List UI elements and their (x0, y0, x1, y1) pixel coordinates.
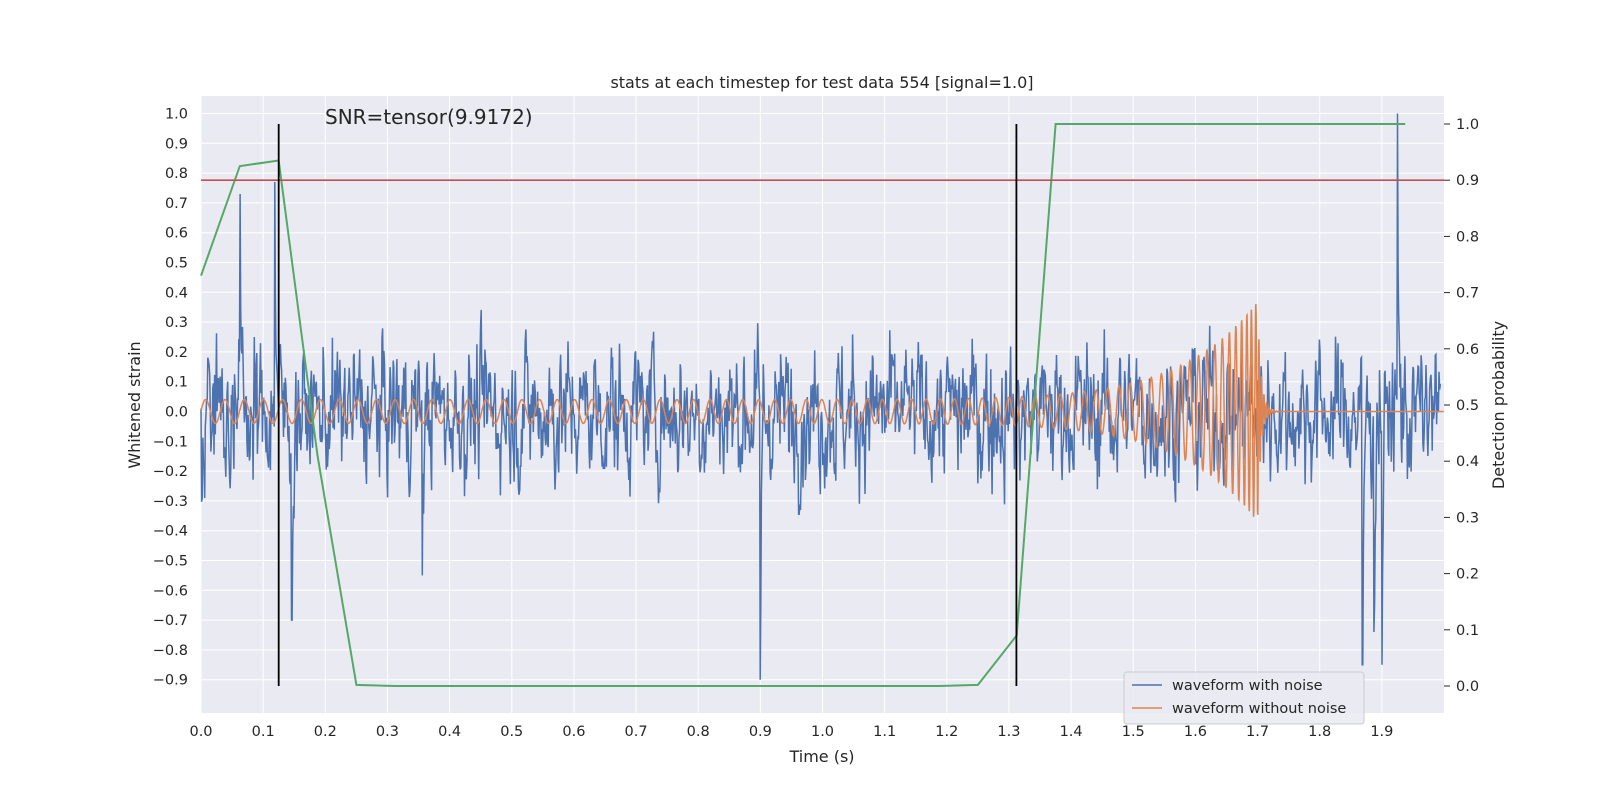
y-tick-label: −0.4 (153, 524, 188, 540)
x-tick-label: 1.4 (1060, 724, 1083, 740)
y-right-tick-label: 0.1 (1456, 623, 1479, 639)
x-tick-label: 0.7 (625, 724, 648, 740)
clean-series (200, 303, 1444, 517)
y-tick-label: −0.1 (153, 434, 188, 450)
y-tick-label: −0.8 (153, 643, 188, 659)
y-axis-label: Whitened strain (125, 341, 144, 468)
y-tick-label: 0.3 (165, 315, 188, 331)
x-tick-label: 0.6 (562, 724, 585, 740)
x-tick-label: 1.8 (1308, 724, 1331, 740)
x-tick-label: 0.9 (749, 724, 772, 740)
x-tick-label: 1.6 (1184, 724, 1207, 740)
snr-annotation: SNR=tensor(9.9172) (325, 105, 533, 129)
y-tick-label: 0.6 (165, 226, 188, 242)
waveform-without-noise-line (200, 303, 1444, 517)
y-tick-label: 0.4 (165, 285, 188, 301)
detection-probability-line (200, 123, 1406, 687)
y-axis-right-label: Detection probability (1489, 321, 1508, 489)
y-axis-left-ticks: 1.0 0.9 0.8 0.7 0.6 0.5 0.4 0.3 0.2 0.1 0.0 −0.1 −0.… (153, 107, 188, 689)
y-tick-label: 0.0 (165, 405, 188, 421)
x-tick-label: 1.7 (1246, 724, 1269, 740)
legend-label-clean: waveform without noise (1172, 701, 1346, 717)
x-tick-label: 1.3 (997, 724, 1020, 740)
x-tick-label: 0.3 (376, 724, 399, 740)
y-right-tick-label: 1.0 (1456, 117, 1479, 133)
y-right-tick-label: 0.2 (1456, 567, 1479, 583)
y-right-tick-label: 0.0 (1456, 679, 1479, 695)
x-tick-label: 0.1 (252, 724, 275, 740)
x-tick-label: 0.5 (500, 724, 523, 740)
probability-series (200, 123, 1406, 687)
y-right-tick-label: 0.3 (1456, 510, 1479, 526)
y-right-tick-label: 0.8 (1456, 229, 1479, 245)
x-tick-label: 1.2 (935, 724, 958, 740)
overlays (201, 124, 1444, 686)
x-tick-label: 1.0 (811, 724, 834, 740)
y-tick-label: 0.1 (165, 375, 188, 391)
legend-label-noise: waveform with noise (1172, 678, 1323, 694)
y-tick-label: 0.9 (165, 136, 188, 152)
y-tick-label: −0.5 (153, 554, 188, 570)
y-axis-right-ticks: 1.0 0.9 0.8 0.7 0.6 0.5 0.4 0.3 0.2 0.1 0.0 (1444, 117, 1479, 695)
y-right-tick-label: 0.4 (1456, 454, 1479, 470)
legend: waveform with noise waveform without noi… (1123, 671, 1365, 725)
y-right-tick-label: 0.9 (1456, 173, 1479, 189)
y-tick-label: −0.7 (153, 613, 188, 629)
x-axis-ticks: 0.0 0.1 0.2 0.3 0.4 0.5 0.6 0.7 0.8 0.9 1.0 1.1 1.2 1… (189, 724, 1393, 740)
x-tick-label: 0.0 (189, 724, 212, 740)
y-tick-label: −0.6 (153, 583, 188, 599)
x-tick-label: 1.5 (1122, 724, 1145, 740)
y-tick-label: −0.9 (153, 673, 188, 689)
y-tick-label: 1.0 (165, 107, 188, 123)
y-tick-label: −0.2 (153, 464, 188, 480)
y-right-tick-label: 0.5 (1456, 398, 1479, 414)
x-axis-label: Time (s) (788, 747, 854, 766)
y-right-tick-label: 0.7 (1456, 286, 1479, 302)
y-tick-label: 0.7 (165, 196, 188, 212)
x-tick-label: 1.1 (873, 724, 896, 740)
y-tick-label: −0.3 (153, 494, 188, 510)
chart-title: stats at each timestep for test data 554… (610, 73, 1033, 92)
x-tick-label: 0.4 (438, 724, 461, 740)
y-right-tick-label: 0.6 (1456, 342, 1479, 358)
x-tick-label: 0.8 (687, 724, 710, 740)
x-tick-label: 0.2 (314, 724, 337, 740)
legend-box (1123, 671, 1365, 725)
y-tick-label: 0.8 (165, 166, 188, 182)
x-tick-label: 1.9 (1370, 724, 1393, 740)
y-tick-label: 0.2 (165, 345, 188, 361)
y-tick-label: 0.5 (165, 256, 188, 272)
